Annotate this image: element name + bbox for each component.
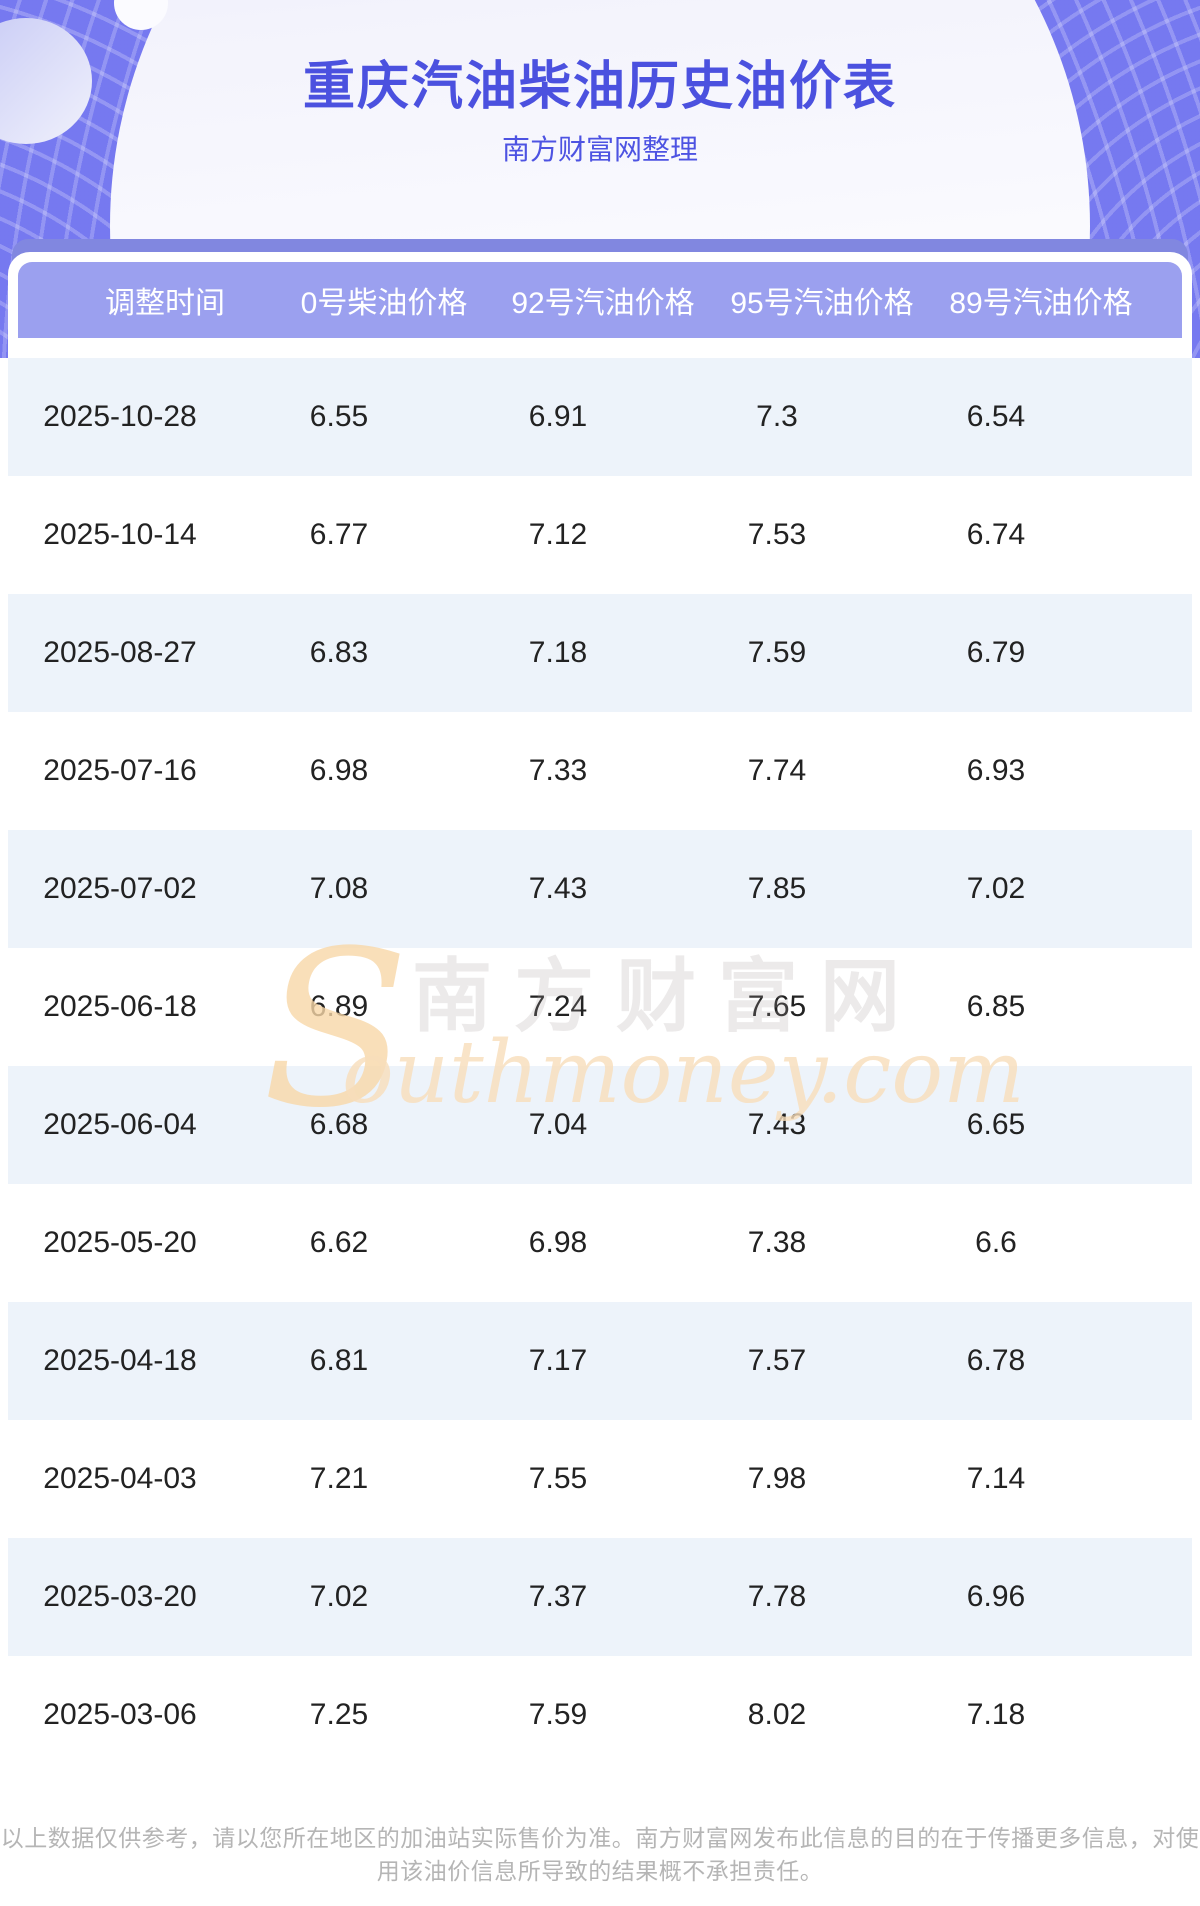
price-value: 6.93	[966, 754, 1026, 787]
price-value: 6.89	[309, 990, 369, 1023]
adjustment-date: 2025-07-16	[43, 754, 197, 787]
price-value: 6.98	[309, 754, 369, 787]
table-row: 2025-10-28 6.55 6.91 7.3 6.54	[8, 358, 1192, 476]
price-value: 7.33	[528, 754, 588, 787]
column-header: 89号汽油价格	[949, 287, 1133, 320]
adjustment-date: 2025-08-27	[43, 636, 197, 669]
price-value: 7.02	[966, 872, 1026, 905]
price-value: 7.18	[966, 1698, 1026, 1731]
price-value: 6.98	[528, 1226, 588, 1259]
price-value: 7.53	[747, 518, 807, 551]
price-value: 7.08	[309, 872, 369, 905]
price-value: 8.02	[747, 1698, 807, 1731]
table-row: 2025-05-20 6.62 6.98 7.38 6.6	[8, 1184, 1192, 1302]
table-row: 2025-07-16 6.98 7.33 7.74 6.93	[8, 712, 1192, 830]
table-row: 2025-04-18 6.81 7.17 7.57 6.78	[8, 1302, 1192, 1420]
price-value: 7.21	[309, 1462, 369, 1495]
price-value: 7.02	[309, 1580, 369, 1613]
price-value: 7.43	[747, 1108, 807, 1141]
page-title: 重庆汽油柴油历史油价表	[302, 58, 897, 116]
adjustment-date: 2025-10-14	[43, 518, 197, 551]
price-value: 7.17	[528, 1344, 588, 1377]
table-row: 2025-03-20 7.02 7.37 7.78 6.96	[8, 1538, 1192, 1656]
adjustment-date: 2025-04-03	[43, 1462, 197, 1495]
price-value: 6.77	[309, 518, 369, 551]
price-value: 7.98	[747, 1462, 807, 1495]
price-value: 7.38	[747, 1226, 807, 1259]
adjustment-date: 2025-06-04	[43, 1108, 197, 1141]
price-value: 6.81	[309, 1344, 369, 1377]
page-subtitle: 南方财富网整理	[501, 134, 698, 165]
adjustment-date: 2025-05-20	[43, 1226, 197, 1259]
table-row: 2025-04-03 7.21 7.55 7.98 7.14	[8, 1420, 1192, 1538]
adjustment-date: 2025-03-06	[43, 1698, 197, 1731]
price-value: 6.62	[309, 1226, 369, 1259]
price-value: 7.59	[747, 636, 807, 669]
price-value: 7.25	[309, 1698, 369, 1731]
column-header: 95号汽油价格	[730, 287, 914, 320]
adjustment-date: 2025-10-28	[43, 400, 197, 433]
price-value: 7.37	[528, 1580, 588, 1613]
price-value: 7.04	[528, 1108, 588, 1141]
price-value: 7.18	[528, 636, 588, 669]
adjustment-date: 2025-03-20	[43, 1580, 197, 1613]
adjustment-date: 2025-04-18	[43, 1344, 197, 1377]
price-value: 7.74	[747, 754, 807, 787]
table-header-row: 调整时间 0号柴油价格 92号汽油价格 95号汽油价格 89号汽油价格	[18, 262, 1182, 338]
table-body: 2025-10-28 6.55 6.91 7.3 6.54 2025-10-14 6.77 7…	[8, 358, 1192, 1774]
price-value: 7.57	[747, 1344, 807, 1377]
adjustment-date: 2025-07-02	[43, 872, 197, 905]
price-value: 7.59	[528, 1698, 588, 1731]
price-value: 6.85	[966, 990, 1026, 1023]
price-value: 7.43	[528, 872, 588, 905]
column-header: 调整时间	[105, 287, 225, 320]
price-value: 7.12	[528, 518, 588, 551]
price-value: 6.55	[309, 400, 369, 433]
price-value: 7.14	[966, 1462, 1026, 1495]
price-value: 6.78	[966, 1344, 1026, 1377]
hero-banner: 重庆汽油柴油历史油价表 南方财富网整理	[0, 0, 1200, 358]
price-value: 7.55	[528, 1462, 588, 1495]
price-value: 6.74	[966, 518, 1026, 551]
price-value: 6.6	[975, 1226, 1017, 1259]
price-value: 7.85	[747, 872, 807, 905]
table-row: 2025-08-27 6.83 7.18 7.59 6.79	[8, 594, 1192, 712]
table-row: 2025-06-18 6.89 7.24 7.65 6.85	[8, 948, 1192, 1066]
price-value: 6.79	[966, 636, 1026, 669]
column-header: 0号柴油价格	[300, 287, 468, 320]
table-row: 2025-06-04 6.68 7.04 7.43 6.65	[8, 1066, 1192, 1184]
price-value: 7.3	[756, 400, 798, 433]
disclaimer-text: 以上数据仅供参考，请以您所在地区的加油站实际售价为准。南方财富网发布此信息的目的…	[0, 1825, 1200, 1884]
price-value: 6.83	[309, 636, 369, 669]
price-value: 6.96	[966, 1580, 1026, 1613]
content-card: 调整时间 0号柴油价格 92号汽油价格 95号汽油价格 89号汽油价格 2025-10-…	[8, 252, 1192, 1906]
price-value: 6.68	[309, 1108, 369, 1141]
table-row: 2025-10-14 6.77 7.12 7.53 6.74	[8, 476, 1192, 594]
column-header: 92号汽油价格	[511, 287, 695, 320]
price-value: 6.91	[528, 400, 588, 433]
price-value: 7.65	[747, 990, 807, 1023]
adjustment-date: 2025-06-18	[43, 990, 197, 1023]
price-value: 6.65	[966, 1108, 1026, 1141]
price-value: 7.24	[528, 990, 588, 1023]
table-row: 2025-07-02 7.08 7.43 7.85 7.02	[8, 830, 1192, 948]
price-value: 7.78	[747, 1580, 807, 1613]
price-value: 6.54	[966, 400, 1026, 433]
table-row: 2025-03-06 7.25 7.59 8.02 7.18	[8, 1656, 1192, 1774]
